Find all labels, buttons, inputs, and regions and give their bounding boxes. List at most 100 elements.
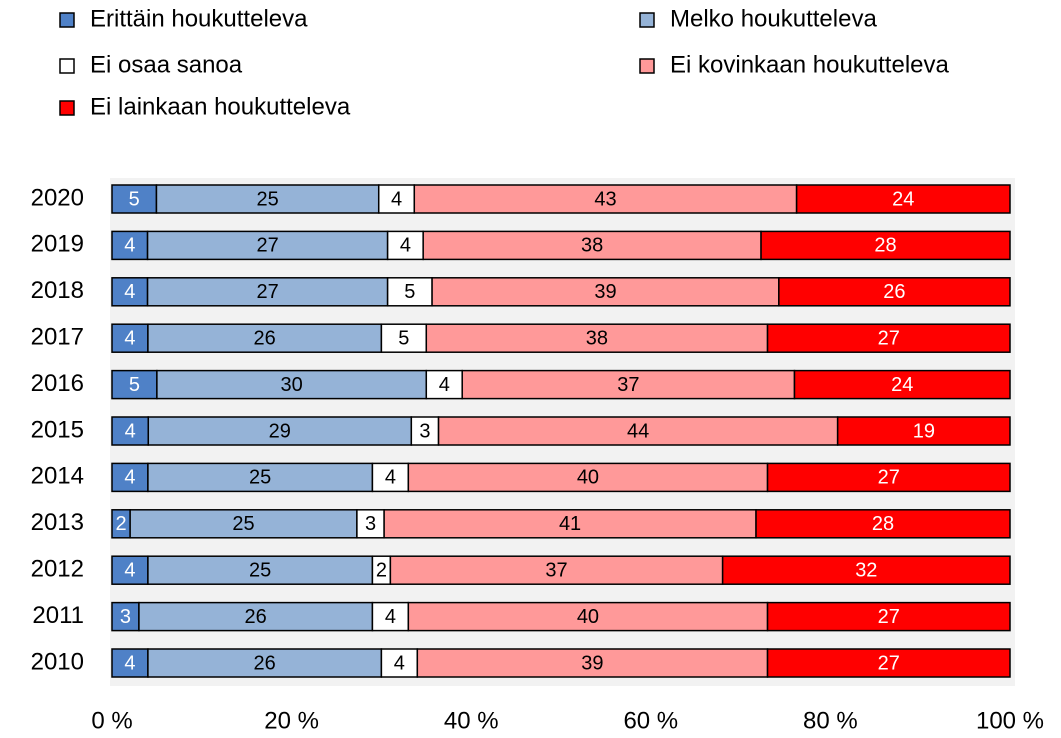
legend-swatch xyxy=(639,58,655,74)
bar-segment xyxy=(795,184,1011,214)
data-label: 28 xyxy=(872,513,894,535)
bar-segment xyxy=(111,277,149,307)
bar-segment xyxy=(371,601,410,632)
bar-segment xyxy=(416,648,769,678)
data-label: 38 xyxy=(581,235,603,257)
bar-segment xyxy=(721,555,1011,585)
data-label: 26 xyxy=(883,281,905,303)
data-label: 27 xyxy=(878,467,900,489)
data-label: 24 xyxy=(892,188,914,210)
data-label: 4 xyxy=(124,559,135,581)
bar-segment xyxy=(793,369,1011,400)
bar-segment xyxy=(111,184,158,214)
data-label: 27 xyxy=(878,606,900,628)
bar-segment xyxy=(111,230,149,261)
data-label: 25 xyxy=(249,559,271,581)
legend-label: Ei lainkaan houkutteleva xyxy=(90,93,351,120)
bar-segment xyxy=(766,648,1011,678)
y-tick-label: 2018 xyxy=(31,277,84,304)
bar-segment xyxy=(111,555,149,585)
bar-segment xyxy=(147,323,383,353)
data-label: 29 xyxy=(269,420,291,442)
bar-segment xyxy=(156,369,428,400)
data-label: 19 xyxy=(913,420,935,442)
data-label: 2 xyxy=(376,559,387,581)
data-label: 24 xyxy=(891,374,913,396)
bar-segment xyxy=(422,230,762,261)
data-label: 27 xyxy=(256,281,278,303)
bar-segment xyxy=(386,230,424,261)
bar-segment xyxy=(431,277,780,307)
legend-label: Ei osaa sanoa xyxy=(90,51,243,78)
bar-segment xyxy=(425,369,463,400)
bar-segment xyxy=(461,369,796,400)
data-label: 5 xyxy=(129,374,140,396)
bar-segment xyxy=(146,277,389,307)
data-label: 40 xyxy=(577,467,599,489)
x-tick-label: 100 % xyxy=(976,707,1044,734)
bar-segment xyxy=(766,462,1011,493)
bar-segment xyxy=(386,277,433,307)
bar-segment xyxy=(766,323,1011,353)
y-tick-label: 2016 xyxy=(31,370,84,397)
legend-swatch xyxy=(639,12,655,28)
legend-label: Melko houkutteleva xyxy=(670,5,877,32)
bar-segment xyxy=(766,601,1011,632)
bar-segment xyxy=(380,648,419,678)
x-tick-label: 0 % xyxy=(91,707,132,734)
y-tick-label: 2014 xyxy=(31,463,84,490)
bar-segment xyxy=(147,648,383,678)
data-label: 39 xyxy=(581,652,603,674)
bar-segment xyxy=(383,509,757,539)
data-label: 28 xyxy=(874,235,896,257)
data-label: 4 xyxy=(124,235,135,257)
x-tick-label: 60 % xyxy=(623,707,678,734)
data-label: 4 xyxy=(124,281,135,303)
data-label: 5 xyxy=(129,188,140,210)
data-label: 37 xyxy=(545,559,567,581)
legend-swatch xyxy=(59,12,75,28)
bar-segment xyxy=(371,462,410,493)
bar-segment xyxy=(111,416,150,446)
data-label: 4 xyxy=(400,235,411,257)
y-tick-label: 2013 xyxy=(31,509,84,536)
data-label: 25 xyxy=(256,188,278,210)
data-label: 26 xyxy=(254,327,276,349)
bar-segment xyxy=(147,555,374,585)
data-label: 4 xyxy=(124,327,135,349)
data-label: 38 xyxy=(586,327,608,349)
data-label: 37 xyxy=(617,374,639,396)
data-label: 40 xyxy=(577,606,599,628)
y-tick-label: 2019 xyxy=(31,231,84,258)
y-tick-label: 2020 xyxy=(31,184,84,211)
data-label: 4 xyxy=(385,467,396,489)
bar-segment xyxy=(836,416,1011,446)
data-label: 41 xyxy=(559,513,581,535)
bar-segment xyxy=(155,184,380,214)
data-label: 27 xyxy=(256,235,278,257)
bar-segment xyxy=(380,323,428,353)
data-label: 4 xyxy=(385,606,396,628)
data-label: 39 xyxy=(594,281,616,303)
bar-segment xyxy=(111,462,149,493)
data-label: 5 xyxy=(404,281,415,303)
x-tick-label: 20 % xyxy=(264,707,319,734)
data-label: 25 xyxy=(232,513,254,535)
legend-swatch xyxy=(59,100,75,116)
y-tick-label: 2010 xyxy=(31,648,84,675)
x-tick-label: 80 % xyxy=(803,707,858,734)
data-label: 44 xyxy=(627,420,649,442)
bar-segment xyxy=(129,509,358,539)
data-label: 5 xyxy=(398,327,409,349)
data-label: 2 xyxy=(116,513,127,535)
y-tick-label: 2012 xyxy=(31,556,84,583)
bar-segment xyxy=(407,601,769,632)
bar-segment xyxy=(755,509,1011,539)
legend-label: Ei kovinkaan houkutteleva xyxy=(670,51,950,78)
data-label: 3 xyxy=(419,420,430,442)
data-label: 43 xyxy=(594,188,616,210)
x-tick-label: 40 % xyxy=(444,707,499,734)
data-label: 4 xyxy=(125,420,136,442)
y-tick-label: 2017 xyxy=(31,324,84,351)
